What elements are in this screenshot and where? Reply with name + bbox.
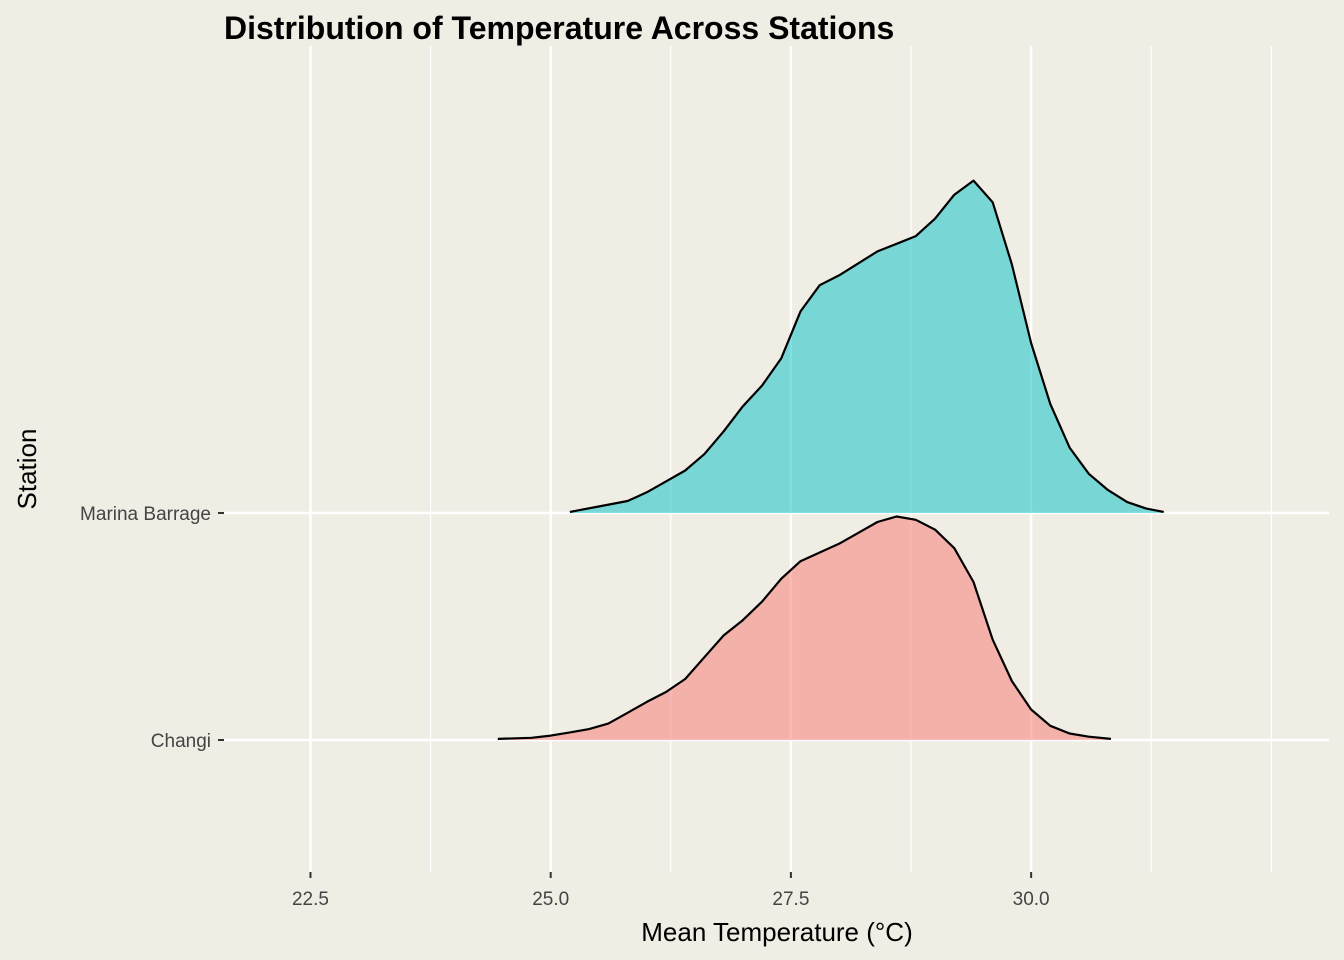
x-axis: 22.5 25.0 27.5 30.0 — [292, 872, 1050, 910]
x-axis-title: Mean Temperature (°C) — [641, 917, 912, 947]
ridge-area-marina-barrage — [569, 180, 1164, 513]
ridge-area-changi — [497, 516, 1111, 740]
x-tick-label: 22.5 — [292, 889, 329, 910]
chart-title: Distribution of Temperature Across Stati… — [224, 10, 894, 46]
x-tick-label: 25.0 — [532, 889, 569, 910]
x-tick-label: 27.5 — [772, 889, 809, 910]
y-tick-label: Changi — [151, 731, 211, 752]
x-tick-label: 30.0 — [1013, 889, 1050, 910]
ridge-line-changi — [497, 515, 1112, 740]
ridge-line-marina-barrage — [569, 179, 1164, 513]
y-axis: Changi Marina Barrage — [80, 504, 224, 752]
density-ridges — [497, 179, 1164, 740]
y-tick-label: Marina Barrage — [80, 504, 211, 525]
y-axis-title: Station — [12, 429, 42, 510]
